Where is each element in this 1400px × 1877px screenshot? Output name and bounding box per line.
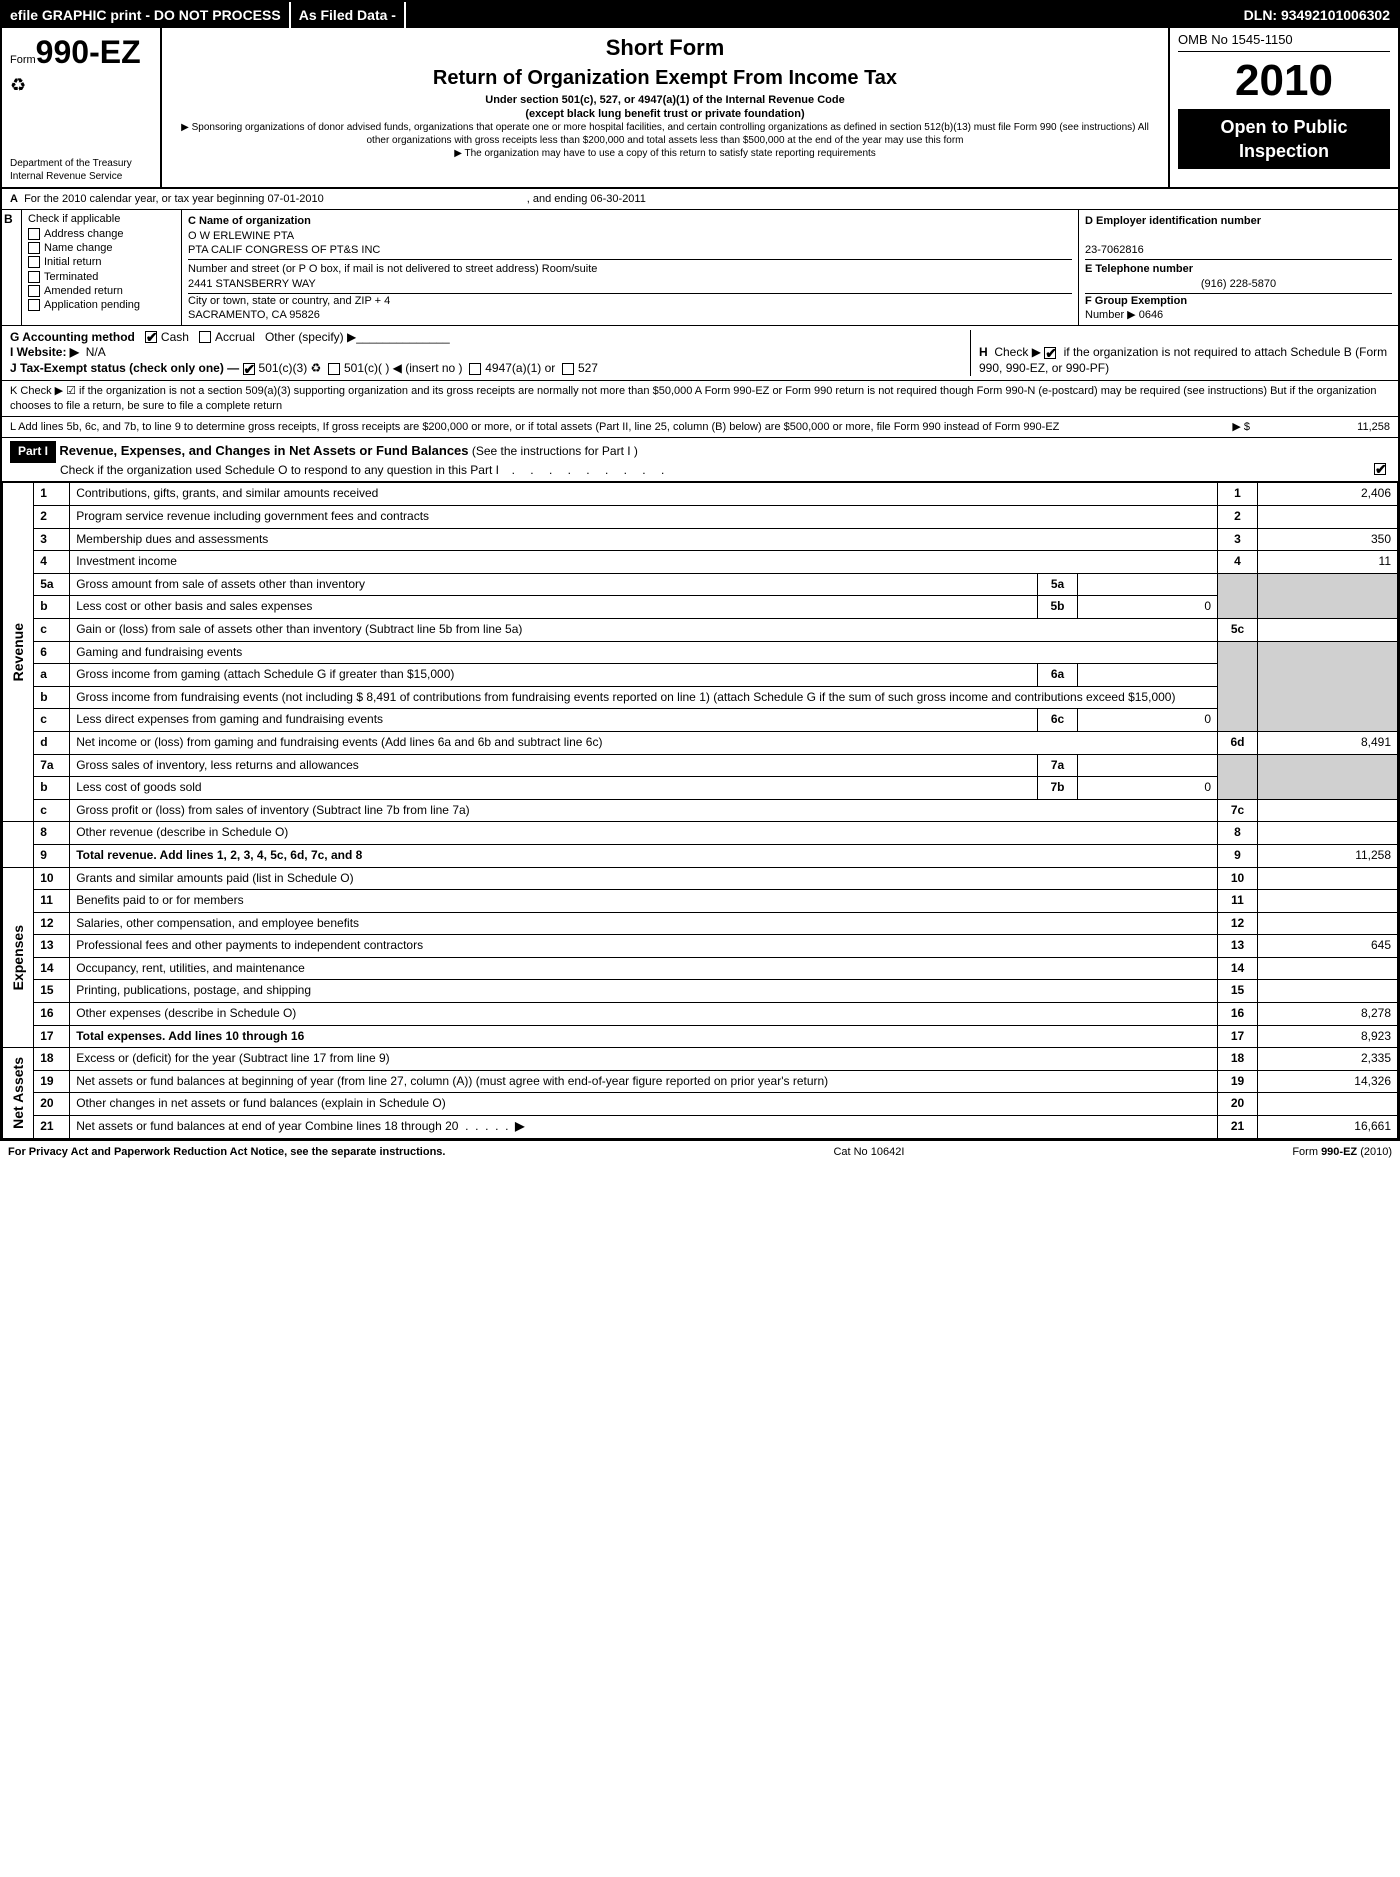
part-1-header: Part I Revenue, Expenses, and Changes in… bbox=[2, 438, 1398, 482]
top-bar: efile GRAPHIC print - DO NOT PROCESS As … bbox=[2, 2, 1398, 28]
footer: For Privacy Act and Paperwork Reduction … bbox=[0, 1141, 1400, 1163]
form-number-col: Form990-EZ ♻ Department of the Treasury … bbox=[2, 28, 162, 187]
name-address-col: C Name of organization O W ERLEWINE PTA … bbox=[182, 210, 1078, 324]
accrual-checkbox[interactable] bbox=[199, 331, 211, 343]
line-1-amount: 2,406 bbox=[1258, 483, 1398, 506]
subtitle-2: (except black lung benefit trust or priv… bbox=[170, 107, 1160, 121]
recycle-icon: ♻ bbox=[10, 74, 152, 97]
expenses-label: Expenses bbox=[3, 867, 34, 1048]
501c-checkbox[interactable] bbox=[328, 363, 340, 375]
501c3-checkbox[interactable] bbox=[243, 363, 255, 375]
line-17-amount: 8,923 bbox=[1258, 1025, 1398, 1048]
dept-treasury: Department of the Treasury bbox=[10, 157, 152, 170]
asfiled-label: As Filed Data - bbox=[291, 2, 406, 28]
line-5b-amount: 0 bbox=[1078, 596, 1218, 619]
gross-receipts-value: 11,258 bbox=[1250, 420, 1390, 434]
org-name-2: PTA CALIF CONGRESS OF PT&S INC bbox=[188, 244, 380, 256]
schedule-o-checkbox[interactable] bbox=[1374, 463, 1386, 475]
privacy-notice: For Privacy Act and Paperwork Reduction … bbox=[8, 1145, 445, 1159]
lines-table: Revenue 1 Contributions, gifts, grants, … bbox=[2, 482, 1398, 1138]
line-19-amount: 14,326 bbox=[1258, 1070, 1398, 1093]
line-4-amount: 11 bbox=[1258, 551, 1398, 574]
line-l: L Add lines 5b, 6c, and 7b, to line 9 to… bbox=[2, 417, 1398, 438]
application-pending-checkbox[interactable] bbox=[28, 299, 40, 311]
irs-label: Internal Revenue Service bbox=[10, 170, 152, 183]
group-exemption: 0646 bbox=[1139, 309, 1163, 321]
527-checkbox[interactable] bbox=[562, 363, 574, 375]
dln-label: DLN: 93492101006302 bbox=[1236, 2, 1398, 28]
form-version: Form 990-EZ (2010) bbox=[1292, 1145, 1392, 1159]
address-change-checkbox[interactable] bbox=[28, 228, 40, 240]
accounting-row: G Accounting method Cash Accrual Other (… bbox=[2, 326, 1398, 382]
line-9-amount: 11,258 bbox=[1258, 844, 1398, 867]
initial-return-checkbox[interactable] bbox=[28, 256, 40, 268]
main-title: Return of Organization Exempt From Incom… bbox=[170, 65, 1160, 91]
right-col: OMB No 1545-1150 2010 Open to Public Ins… bbox=[1168, 28, 1398, 187]
org-city: SACRAMENTO, CA 95826 bbox=[188, 309, 320, 321]
org-name-1: O W ERLEWINE PTA bbox=[188, 230, 294, 242]
cat-number: Cat No 10642I bbox=[833, 1145, 904, 1159]
line-k: K Check ▶ ☑ if the organization is not a… bbox=[2, 381, 1398, 417]
line-7b-amount: 0 bbox=[1078, 777, 1218, 800]
amended-return-checkbox[interactable] bbox=[28, 285, 40, 297]
terminated-checkbox[interactable] bbox=[28, 271, 40, 283]
form-number: 990-EZ bbox=[36, 34, 141, 70]
check-applicable-col: Check if applicable Address change Name … bbox=[22, 210, 182, 324]
schedule-b-checkbox[interactable] bbox=[1044, 347, 1056, 359]
phone-value: (916) 228-5870 bbox=[1085, 277, 1392, 291]
short-form-title: Short Form bbox=[170, 34, 1160, 63]
title-col: Short Form Return of Organization Exempt… bbox=[162, 28, 1168, 187]
website-value: N/A bbox=[86, 345, 106, 359]
form-prefix: Form bbox=[10, 54, 36, 66]
revenue-label: Revenue bbox=[3, 483, 34, 822]
line-3-amount: 350 bbox=[1258, 528, 1398, 551]
org-street: 2441 STANSBERRY WAY bbox=[188, 278, 316, 290]
note-1: ▶ Sponsoring organizations of donor advi… bbox=[170, 121, 1160, 147]
note-2: ▶ The organization may have to use a cop… bbox=[170, 147, 1160, 160]
line-13-amount: 645 bbox=[1258, 935, 1398, 958]
line-6c-amount: 0 bbox=[1078, 709, 1218, 732]
col-b-label: B bbox=[2, 210, 22, 324]
cash-checkbox[interactable] bbox=[145, 331, 157, 343]
4947-checkbox[interactable] bbox=[469, 363, 481, 375]
omb-number: OMB No 1545-1150 bbox=[1178, 32, 1390, 52]
form-container: efile GRAPHIC print - DO NOT PROCESS As … bbox=[0, 0, 1400, 1141]
line-16-amount: 8,278 bbox=[1258, 1003, 1398, 1026]
header-row: Form990-EZ ♻ Department of the Treasury … bbox=[2, 28, 1398, 189]
efile-label: efile GRAPHIC print - DO NOT PROCESS bbox=[2, 2, 291, 28]
subtitle-1: Under section 501(c), 527, or 4947(a)(1)… bbox=[170, 93, 1160, 107]
open-to-public: Open to Public Inspection bbox=[1178, 110, 1390, 169]
org-info-row: B Check if applicable Address change Nam… bbox=[2, 210, 1398, 325]
line-21-amount: 16,661 bbox=[1258, 1116, 1398, 1139]
ein-phone-col: D Employer identification number 23-7062… bbox=[1078, 210, 1398, 324]
line-18-amount: 2,335 bbox=[1258, 1048, 1398, 1071]
line-6d-amount: 8,491 bbox=[1258, 731, 1398, 754]
netassets-label: Net Assets bbox=[3, 1048, 34, 1138]
ein-value: 23-7062816 bbox=[1085, 244, 1144, 256]
line-a: A For the 2010 calendar year, or tax yea… bbox=[2, 189, 1398, 210]
tax-year: 2010 bbox=[1178, 52, 1390, 110]
name-change-checkbox[interactable] bbox=[28, 242, 40, 254]
